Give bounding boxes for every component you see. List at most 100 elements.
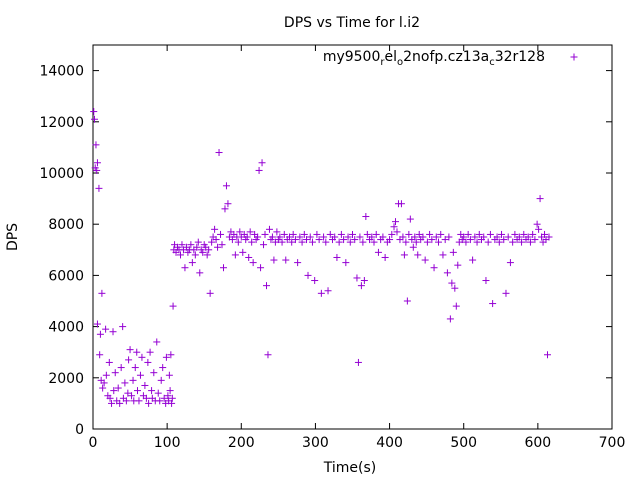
data-point: [162, 353, 170, 361]
data-point: [349, 230, 356, 238]
y-tick-label: 6000: [48, 268, 84, 284]
x-tick-label: 600: [524, 435, 551, 451]
data-point: [208, 238, 216, 246]
data-point: [282, 256, 290, 264]
data-point: [446, 315, 454, 323]
data-point: [129, 376, 137, 384]
data-point: [423, 238, 431, 246]
data-point: [150, 369, 158, 377]
data-point: [194, 238, 202, 246]
data-point: [96, 351, 104, 359]
data-point: [260, 241, 268, 249]
data-point: [264, 351, 272, 359]
data-point: [116, 399, 124, 407]
data-point: [466, 236, 474, 244]
data-point: [506, 259, 514, 267]
data-point: [435, 238, 443, 246]
data-point: [193, 243, 201, 251]
data-point: [102, 371, 110, 379]
data-point: [291, 236, 299, 244]
data-point: [469, 256, 477, 264]
x-tick-label: 300: [302, 435, 329, 451]
data-point: [414, 251, 422, 259]
data-point: [346, 238, 354, 246]
data-point: [236, 228, 244, 236]
data-point: [388, 230, 396, 238]
data-point: [135, 397, 143, 405]
data-point: [354, 358, 362, 366]
data-point: [368, 233, 376, 241]
data-point: [154, 389, 162, 397]
data-point: [471, 233, 479, 241]
data-point: [509, 238, 517, 246]
data-point: [215, 149, 223, 157]
data-point: [415, 230, 423, 238]
data-point: [441, 236, 449, 244]
data-point: [96, 330, 104, 338]
data-point: [451, 284, 459, 292]
data-point: [526, 238, 534, 246]
data-point: [430, 264, 438, 272]
data-point: [386, 236, 394, 244]
data-point: [164, 392, 172, 400]
data-point: [126, 346, 134, 354]
data-point: [106, 394, 114, 402]
x-tick-label: 200: [228, 435, 255, 451]
data-point: [178, 241, 186, 249]
data-point: [448, 279, 456, 287]
data-point: [234, 238, 242, 246]
data-point: [428, 236, 436, 244]
data-point: [322, 238, 330, 246]
data-point: [306, 233, 314, 241]
data-point: [357, 282, 365, 290]
data-point: [92, 141, 100, 149]
data-point: [248, 238, 256, 246]
data-point: [142, 394, 150, 402]
data-point: [489, 300, 497, 308]
data-point: [531, 236, 539, 244]
x-axis-label: Time(s): [323, 460, 376, 476]
data-point: [273, 228, 281, 236]
y-tick-label: 2000: [48, 371, 84, 387]
data-point: [95, 184, 103, 192]
data-point: [315, 236, 323, 244]
data-point: [110, 387, 118, 395]
data-point: [105, 358, 113, 366]
data-point: [166, 387, 174, 395]
data-point: [449, 248, 457, 256]
data-point: [374, 248, 382, 256]
data-point: [90, 115, 98, 123]
data-point: [379, 233, 387, 241]
data-point: [529, 230, 537, 238]
data-point: [406, 215, 414, 223]
data-point: [400, 251, 408, 259]
data-point: [212, 236, 220, 244]
data-point: [245, 253, 253, 261]
data-point: [268, 233, 276, 241]
data-point: [351, 236, 359, 244]
data-point: [462, 238, 470, 246]
data-point: [203, 251, 211, 259]
data-point: [148, 387, 156, 395]
legend-part: 32r128: [495, 49, 545, 65]
data-point: [403, 297, 411, 305]
data-point: [518, 238, 526, 246]
data-point: [196, 269, 204, 277]
data-point: [278, 238, 286, 246]
data-point: [119, 323, 127, 331]
data-point: [280, 230, 288, 238]
legend: my9500relo2nofp.cz13ac32r128: [323, 49, 578, 68]
data-point: [296, 233, 304, 241]
data-point: [370, 238, 378, 246]
data-point: [228, 236, 236, 244]
data-point: [331, 233, 339, 241]
data-point: [524, 233, 532, 241]
data-point: [168, 394, 176, 402]
data-point: [121, 379, 129, 387]
data-point: [157, 376, 165, 384]
data-point: [393, 228, 401, 236]
data-point: [122, 397, 130, 405]
data-point: [214, 243, 222, 251]
data-point: [543, 351, 551, 359]
data-point: [141, 381, 149, 389]
